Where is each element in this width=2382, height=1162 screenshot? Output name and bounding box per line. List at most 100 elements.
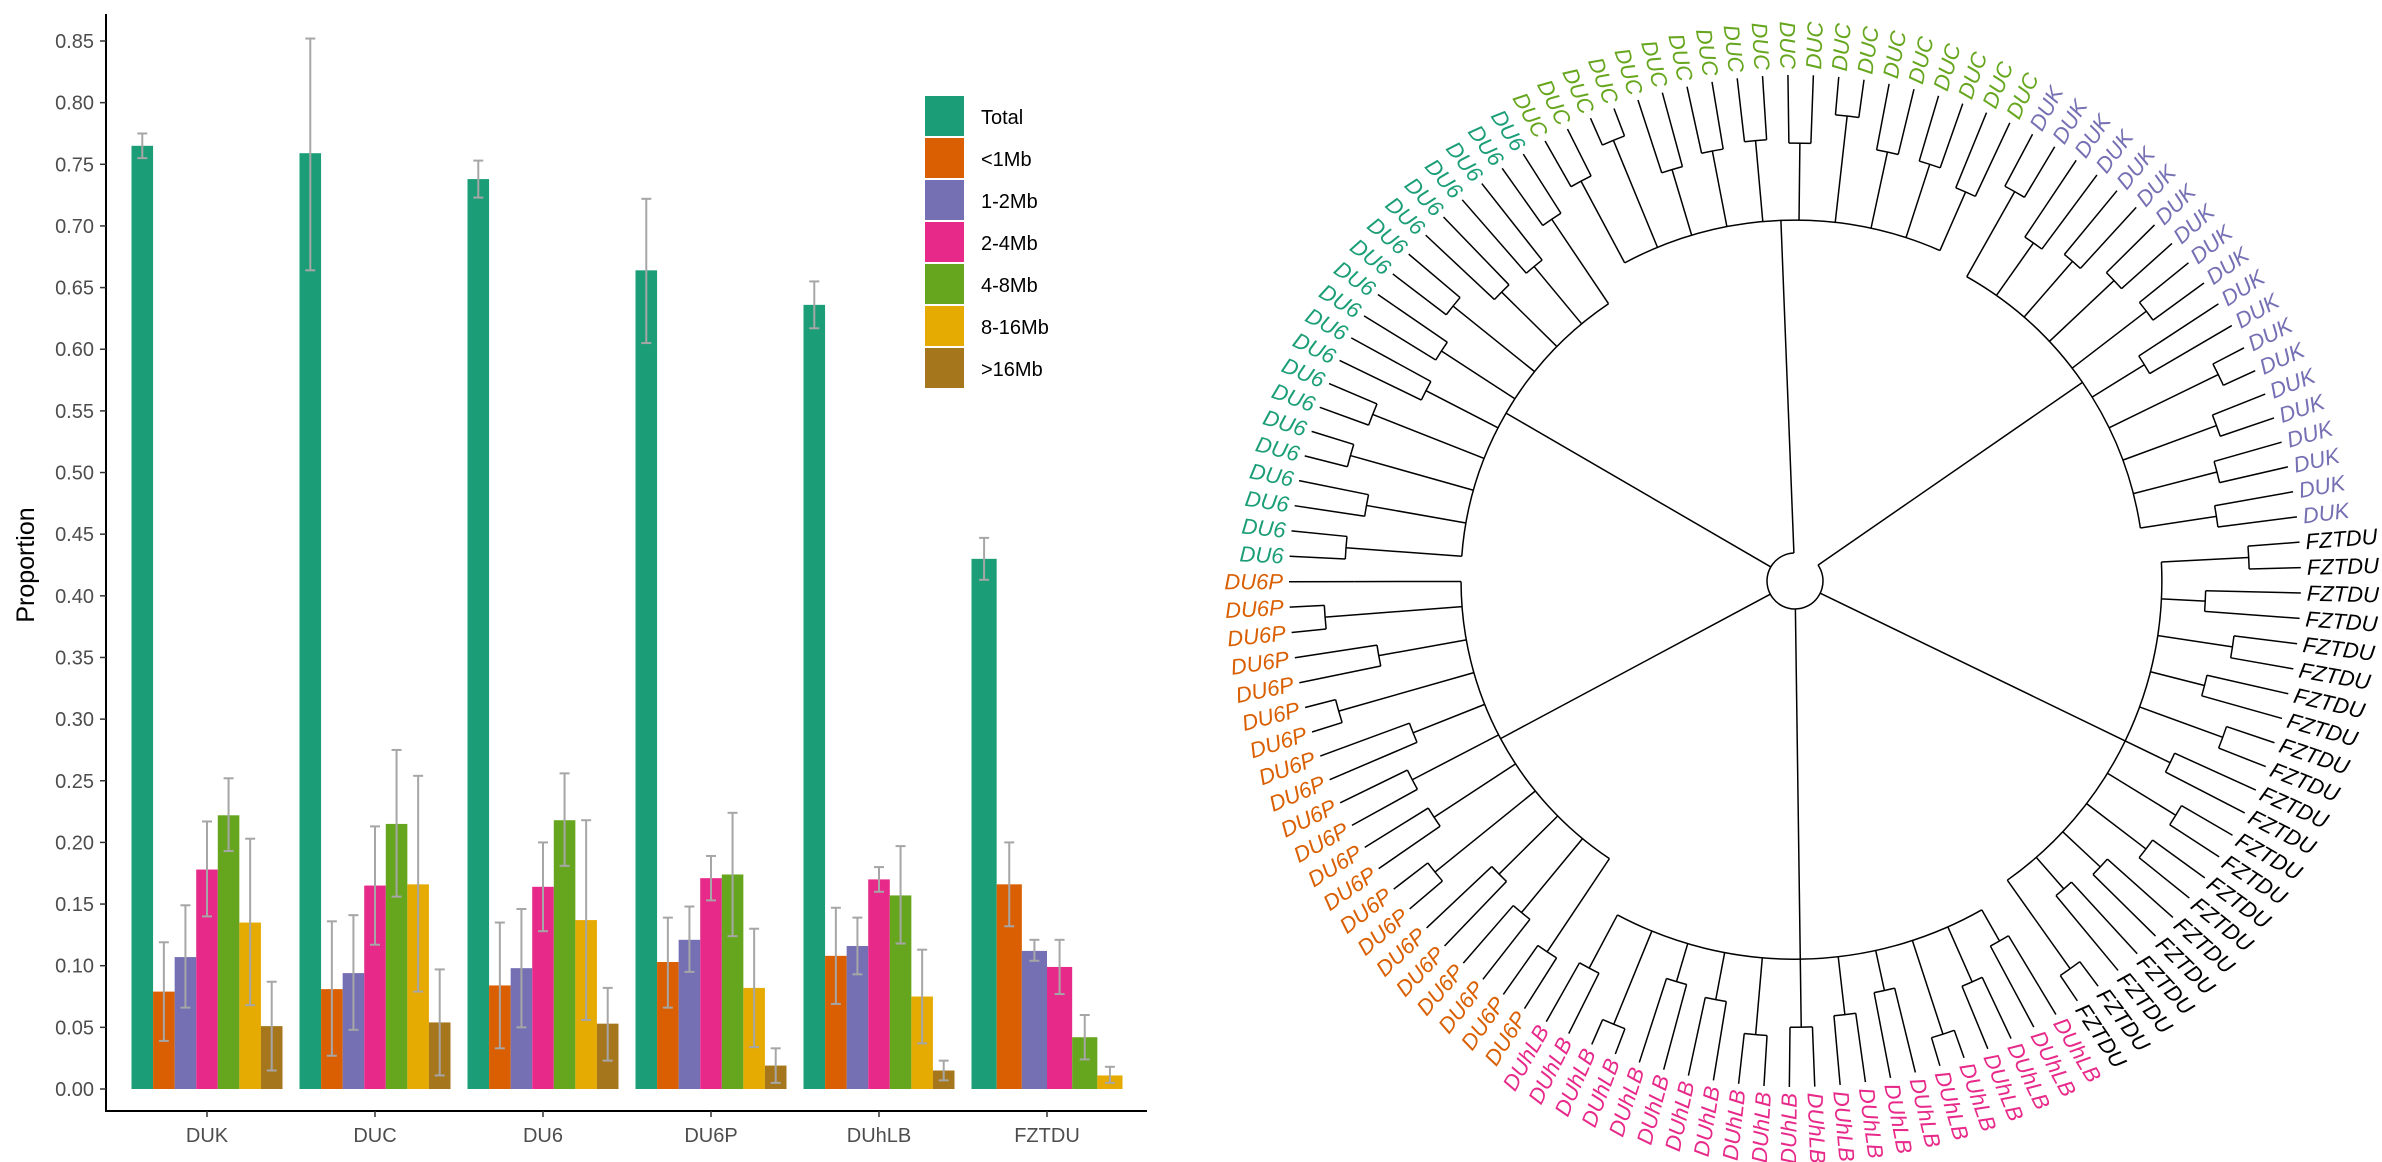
internal-branch [1411,734,1499,781]
leaf-branch [2201,695,2283,720]
leaf-label: DU6P [1224,569,1283,594]
internal-branch [1501,291,1558,348]
bar-DU6P-1-2Mb [678,939,701,1089]
y-tick-label: 0.70 [55,216,94,238]
leaf-label: DU6 [1239,541,1285,568]
y-tick-label: 0.25 [55,771,94,793]
leaf-branch [2152,282,2205,321]
internal-branch [1834,115,1848,223]
clade-arc-FZTDU [2006,562,2163,881]
bar-DUK-4-8Mb [217,815,240,1089]
legend-key-4-8Mb [925,264,964,304]
error-bar-DUC-2-4Mb [370,825,380,946]
bar-DU6P-<1Mb [657,962,679,1089]
internal-branch [1520,838,1584,914]
clade-arc-DUhLB [1617,909,1983,960]
internal-branch [1874,950,1886,991]
error-bar-FZTDU-Total [979,536,990,581]
leaf-label: DUhLB [1747,1091,1776,1162]
leaf-branch [1687,997,1706,1076]
leaf-branch [2059,975,2078,1002]
error-bar-DUhLB-<1Mb [830,906,841,1005]
internal-branch [1345,546,1462,558]
node-arc [1367,403,1378,426]
node-arc [1334,699,1343,723]
leaf-label: DUC [1747,22,1775,71]
leaf-branch [1311,430,1354,446]
leaf-branch [1339,359,1422,401]
leaf-label: FZTDU [2307,581,2380,608]
x-tick-label: DU6P [684,1125,737,1147]
bar-DUC-1-2Mb [342,973,365,1089]
bar-DUK-Total [131,145,154,1090]
y-tick-label: 0.85 [55,31,94,53]
leaf-branch [1522,153,1562,214]
leaf-branch [1637,99,1663,174]
leaf-label: FZTDU [2306,553,2379,580]
leaf-branch [1294,644,1378,659]
leaf-branch [1443,880,1508,947]
node-arc [2055,881,2072,897]
leaf-branch [2105,224,2156,274]
node-arc [1701,148,1724,154]
internal-branch [1711,150,1728,227]
leaf-label: DU6P [1224,595,1284,623]
internal-branch [2161,556,2249,563]
internal-branch [2048,280,2115,342]
leaf-branch [2041,174,2098,250]
clade-stem-DUhLB [1794,608,1802,960]
legend-label: 2-4Mb [981,233,1038,255]
y-tick-label: 0.35 [55,647,94,669]
leaf-branch [1294,504,1365,517]
internal-branch [2086,803,2147,850]
leaf-label: DU6 [1243,486,1291,517]
internal-branch [1981,909,2001,942]
leaf-branch [2079,206,2137,269]
leaf-branch [2214,491,2294,507]
clade-stem-DUC [1780,220,1795,554]
internal-branch [2062,831,2101,868]
leaf-branch [1811,1026,1816,1087]
internal-branch [2071,310,2147,369]
internal-branch [1675,943,1689,982]
error-bar-DU6P-8-16Mb [749,927,760,1049]
bar-DUhLB-Total [803,304,826,1089]
error-bar-DU6-4-8Mb [559,772,570,867]
leaf-branch [2079,961,2099,987]
leaf-branch [1955,112,1988,189]
internal-branch [1870,151,1889,229]
internal-branch [2140,515,2217,529]
leaf-branch [1589,117,1604,146]
leaf-label: FZTDU [2305,606,2379,636]
leaf-branch [1482,918,1531,980]
y-tick-label: 0.20 [55,832,94,854]
leaf-branch [1461,199,1527,274]
leaf-branch [2152,839,2206,879]
leaf-branch [1875,83,1890,150]
leaf-branch [2165,771,2246,814]
error-bar-DUhLB-2-4Mb [874,866,884,893]
internal-branch [2124,740,2171,764]
leaf-label: DUC [1719,24,1749,74]
error-bar-DU6-2-4Mb [538,841,548,933]
error-bar-DUhLB->16Mb [938,1059,949,1082]
leaf-branch [1393,862,1429,890]
leaf-branch [1897,89,1915,155]
internal-branch [1452,305,1536,373]
internal-branch [2122,424,2217,461]
leaf-branch [2007,935,2057,1015]
leaf-branch [2174,752,2257,791]
legend-key-1-2Mb [925,180,964,220]
error-bar-DUK-1-2Mb [180,904,191,1009]
error-bar-DUhLB-8-16Mb [917,948,928,1045]
bar-DUC-4-8Mb [385,823,408,1089]
error-bar-DUC-8-16Mb [413,774,424,993]
error-bar-DU6->16Mb [602,986,613,1062]
leaf-branch [1788,1027,1791,1087]
x-tick-label: FZTDU [1014,1125,1080,1147]
node-arc [1955,187,1976,198]
y-tick-label: 0.40 [55,586,94,608]
internal-branch [2107,772,2177,816]
leaf-branch [1930,1037,1941,1067]
